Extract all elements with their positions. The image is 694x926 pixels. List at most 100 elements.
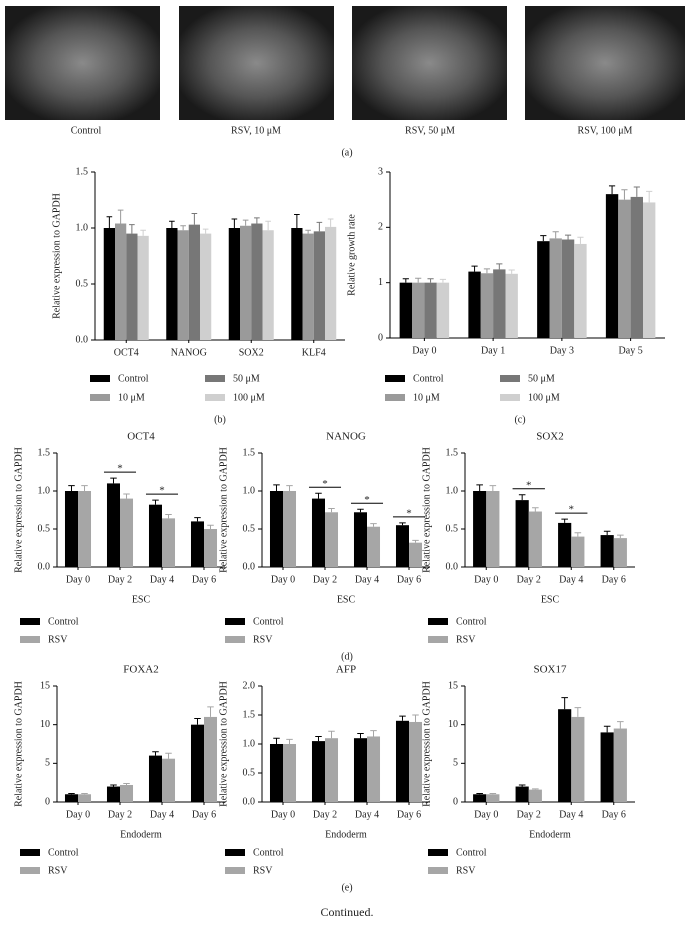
bar <box>177 230 189 340</box>
error-bar <box>518 494 526 501</box>
error-bar <box>427 278 434 283</box>
error-bar <box>328 507 335 513</box>
error-bar <box>439 278 447 283</box>
bar <box>399 282 412 338</box>
error-bar <box>316 221 323 232</box>
y-tick-label: 0.0 <box>243 796 256 807</box>
micrograph <box>179 6 334 120</box>
bar <box>409 542 423 567</box>
error-bar <box>357 508 364 513</box>
error-bar <box>273 484 280 491</box>
chart-title: OCT4 <box>127 431 155 443</box>
x-tick-label: OCT4 <box>114 347 139 358</box>
y-axis-label: Relative expression to GAPDH <box>51 193 62 319</box>
x-tick-label: Day 0 <box>412 345 436 356</box>
error-bar <box>194 517 201 522</box>
error-bar <box>305 229 311 234</box>
significance-marker: * <box>159 485 165 497</box>
y-tick-label: 1 <box>378 277 383 288</box>
x-tick-label: Day 0 <box>66 574 90 585</box>
bar <box>251 223 263 340</box>
x-tick-label: Day 6 <box>397 574 421 585</box>
error-bar <box>286 738 293 744</box>
error-bar <box>129 224 135 234</box>
y-tick-label: 0.5 <box>243 523 256 534</box>
bar <box>283 744 297 802</box>
x-tick-label: Day 4 <box>150 574 174 585</box>
legend-swatch <box>20 849 40 856</box>
bar <box>302 233 314 340</box>
y-tick-label: 0 <box>453 796 458 807</box>
bar <box>148 755 162 802</box>
y-tick-label: 10 <box>40 719 50 730</box>
legend-swatch <box>225 849 245 856</box>
error-bar <box>273 737 280 744</box>
bar <box>115 223 127 340</box>
legend-swatch <box>500 375 520 382</box>
error-bar <box>123 493 130 499</box>
y-tick-label: 1.5 <box>243 447 256 458</box>
y-tick-label: 0.0 <box>38 561 51 572</box>
legend-swatch <box>428 849 448 856</box>
error-bar <box>202 228 209 234</box>
error-bar <box>621 189 628 200</box>
error-bar <box>254 217 260 224</box>
bar <box>395 720 409 802</box>
y-tick-label: 2 <box>378 222 383 233</box>
x-tick-label: Day 6 <box>397 809 421 820</box>
bar <box>409 721 423 802</box>
significance-marker: * <box>322 478 328 490</box>
micrograph <box>525 6 685 120</box>
legend-label: 50 μM <box>528 373 555 384</box>
bar <box>106 483 120 567</box>
bar <box>228 228 240 340</box>
x-tick-label: Day 4 <box>559 574 583 585</box>
error-bar <box>265 220 271 231</box>
x-tick-label: Day 1 <box>481 345 505 356</box>
bar <box>571 716 585 802</box>
bar <box>120 784 134 802</box>
error-bar <box>180 225 186 231</box>
x-tick-label: Day 2 <box>108 809 132 820</box>
error-bar <box>508 269 515 274</box>
image-caption: RSV, 100 μM <box>578 125 633 136</box>
legend-label: Control <box>253 616 284 627</box>
y-tick-label: 15 <box>40 680 50 691</box>
y-tick-label: 0.5 <box>446 523 459 534</box>
error-bar <box>68 485 75 491</box>
error-bar <box>577 236 584 244</box>
legend-label: RSV <box>253 865 273 876</box>
y-tick-label: 2.0 <box>243 680 256 691</box>
x-tick-label: Day 2 <box>108 574 132 585</box>
legend-label: 100 μM <box>233 392 265 403</box>
bar <box>473 794 487 802</box>
error-bar <box>152 499 159 505</box>
error-bar <box>123 782 130 785</box>
legend-label: RSV <box>456 865 476 876</box>
bar <box>486 794 500 802</box>
y-tick-label: 1.0 <box>243 738 256 749</box>
bar <box>325 226 337 340</box>
bar <box>204 716 218 802</box>
error-bar <box>68 792 75 795</box>
y-tick-label: 1.5 <box>76 166 89 177</box>
legend-label: Control <box>253 847 284 858</box>
error-bar <box>402 278 409 283</box>
x-tick-label: Day 6 <box>602 574 626 585</box>
legend-swatch <box>20 618 40 625</box>
legend-label: Control <box>413 373 444 384</box>
legend-label: RSV <box>253 634 273 645</box>
error-bar <box>399 715 406 721</box>
y-axis-label: Relative expression to GAPDH <box>218 447 229 573</box>
x-tick-label: Day 2 <box>313 809 337 820</box>
error-bar <box>328 730 335 739</box>
bar <box>188 224 200 340</box>
bar <box>240 225 252 340</box>
error-bar <box>169 220 175 228</box>
bar <box>574 243 587 338</box>
error-bar <box>152 751 159 756</box>
error-bar <box>561 697 568 710</box>
chart-title: SOX2 <box>536 431 564 443</box>
bar <box>600 732 614 802</box>
image-caption: RSV, 10 μM <box>231 125 281 136</box>
